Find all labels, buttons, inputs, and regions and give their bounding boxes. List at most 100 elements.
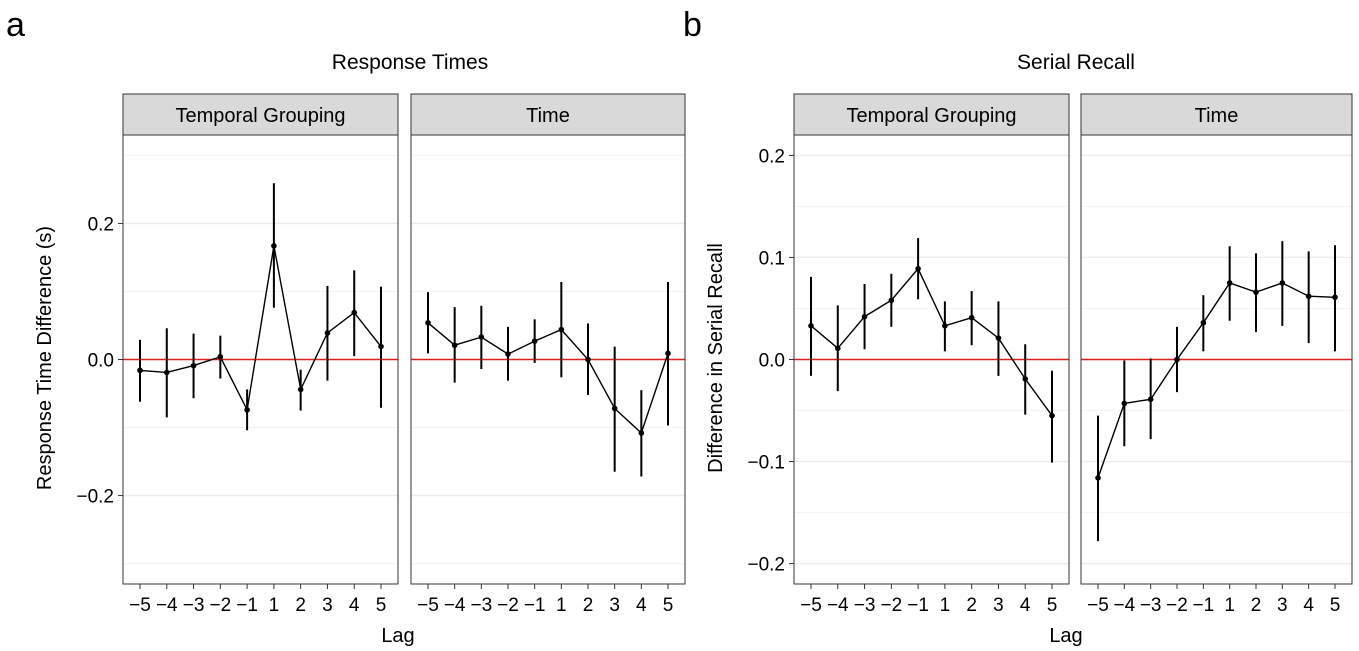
x-tick-label: 2 — [295, 595, 306, 616]
facet-panel-border — [793, 134, 1070, 585]
data-point — [1049, 412, 1055, 419]
facet-panel-border — [122, 134, 399, 585]
chart-b: b Serial Recall Difference in Serial Recal… — [683, 6, 1353, 647]
x-tick-label: 5 — [1047, 595, 1058, 616]
facet-strip — [793, 93, 1070, 136]
x-tick-label: −5 — [129, 595, 151, 616]
data-point — [915, 265, 921, 272]
x-tick-label: −1 — [907, 595, 929, 616]
x-tick-label: 2 — [1251, 595, 1262, 616]
x-tick-label: −5 — [1087, 595, 1109, 616]
data-point — [638, 430, 645, 436]
data-point — [1253, 289, 1259, 295]
data-point — [942, 323, 948, 329]
series-line — [139, 245, 382, 413]
x-tick-label: −2 — [497, 595, 519, 616]
data-point — [1305, 293, 1312, 300]
x-tick-label: 3 — [609, 595, 620, 616]
x-tick-label: 2 — [966, 595, 977, 616]
x-tick-label: −2 — [880, 595, 902, 616]
data-point — [861, 313, 868, 320]
data-point — [1121, 400, 1128, 407]
x-tick-label: −4 — [156, 595, 178, 616]
y-axis-title: Difference in Serial Recall — [705, 243, 727, 473]
series-line — [810, 267, 1053, 417]
facet-temporal-grouping: Temporal Grouping −5 −4 −3 −2 −1 1 2 3 4 5 — [122, 93, 399, 616]
x-tick-label: −1 — [524, 595, 546, 616]
x-tick-label: −1 — [1192, 595, 1214, 616]
y-tick-label: 0.0 — [759, 351, 785, 372]
data-point — [1095, 475, 1101, 481]
data-point — [425, 319, 431, 326]
y-tick-label: 0.2 — [759, 146, 785, 167]
y-tick-label: 0.1 — [759, 248, 785, 269]
y-tick-label: 0.2 — [88, 214, 114, 235]
data-point — [451, 342, 458, 349]
y-tick-label: 0.0 — [88, 351, 114, 372]
x-axis-title: Lag — [381, 625, 414, 647]
data-point — [1022, 376, 1029, 382]
facet-temporal-grouping: Temporal Grouping −5 −4 −3 −2 −1 1 2 3 4 5 — [793, 93, 1070, 616]
data-point — [244, 407, 250, 413]
data-point — [995, 335, 1002, 341]
facet-strip-label: Temporal Grouping — [846, 105, 1016, 127]
data-point — [217, 353, 224, 360]
facet-panel-border — [410, 134, 686, 585]
data-point — [271, 243, 277, 249]
x-tick-label: 5 — [663, 595, 674, 616]
x-tick-label: −2 — [1166, 595, 1188, 616]
data-point — [297, 386, 304, 393]
data-point — [137, 367, 143, 374]
data-point — [190, 362, 197, 369]
data-point — [324, 330, 331, 336]
facet-strip-label: Time — [1195, 105, 1239, 127]
data-point — [1332, 294, 1338, 301]
x-tick-label: 2 — [583, 595, 594, 616]
chart-a: a Response Times Response Time Difference … — [6, 6, 686, 647]
x-tick-label: 4 — [1303, 595, 1314, 616]
x-tick-label: −4 — [444, 595, 466, 616]
data-point — [531, 338, 538, 344]
x-tick-label: 4 — [1020, 595, 1031, 616]
data-point — [478, 334, 485, 340]
facet-panel-border — [1080, 134, 1353, 585]
data-point — [378, 343, 384, 350]
data-point — [351, 309, 358, 316]
data-point — [1200, 319, 1207, 326]
x-tick-label: 1 — [556, 595, 567, 616]
data-point — [163, 369, 170, 376]
panel-letter: b — [683, 6, 702, 44]
data-point — [968, 314, 975, 321]
data-point — [665, 350, 671, 357]
facet-time: Time −5 −4 −3 −2 −1 1 2 3 4 5 — [1080, 93, 1353, 616]
series-line — [1097, 282, 1336, 479]
data-point — [888, 297, 895, 304]
x-tick-label: −3 — [854, 595, 876, 616]
series-line — [427, 322, 669, 435]
x-tick-label: −1 — [236, 595, 258, 616]
facet-time: Time −5 −4 −3 −2 −1 1 2 3 4 5 — [410, 93, 686, 616]
x-tick-label: 4 — [349, 595, 360, 616]
data-point — [1279, 280, 1286, 286]
data-point — [1147, 396, 1154, 403]
x-tick-label: −4 — [827, 595, 849, 616]
data-point — [585, 356, 591, 363]
data-point — [558, 326, 565, 333]
x-tick-label: 5 — [376, 595, 387, 616]
y-tick-label: −0.1 — [747, 453, 785, 474]
data-point — [505, 351, 511, 357]
data-point — [1174, 356, 1180, 363]
y-tick-label: −0.2 — [747, 555, 785, 576]
y-axis-title: Response Time Difference (s) — [34, 226, 56, 490]
x-tick-label: −3 — [1140, 595, 1162, 616]
chart-title: Serial Recall — [1017, 51, 1135, 74]
x-tick-label: 3 — [1277, 595, 1288, 616]
facet-strip — [122, 93, 399, 136]
x-tick-label: 1 — [269, 595, 280, 616]
data-point — [808, 323, 814, 329]
facet-strip-label: Temporal Grouping — [175, 105, 345, 127]
x-tick-label: 3 — [993, 595, 1004, 616]
x-tick-label: 5 — [1330, 595, 1341, 616]
chart-title: Response Times — [332, 51, 488, 74]
